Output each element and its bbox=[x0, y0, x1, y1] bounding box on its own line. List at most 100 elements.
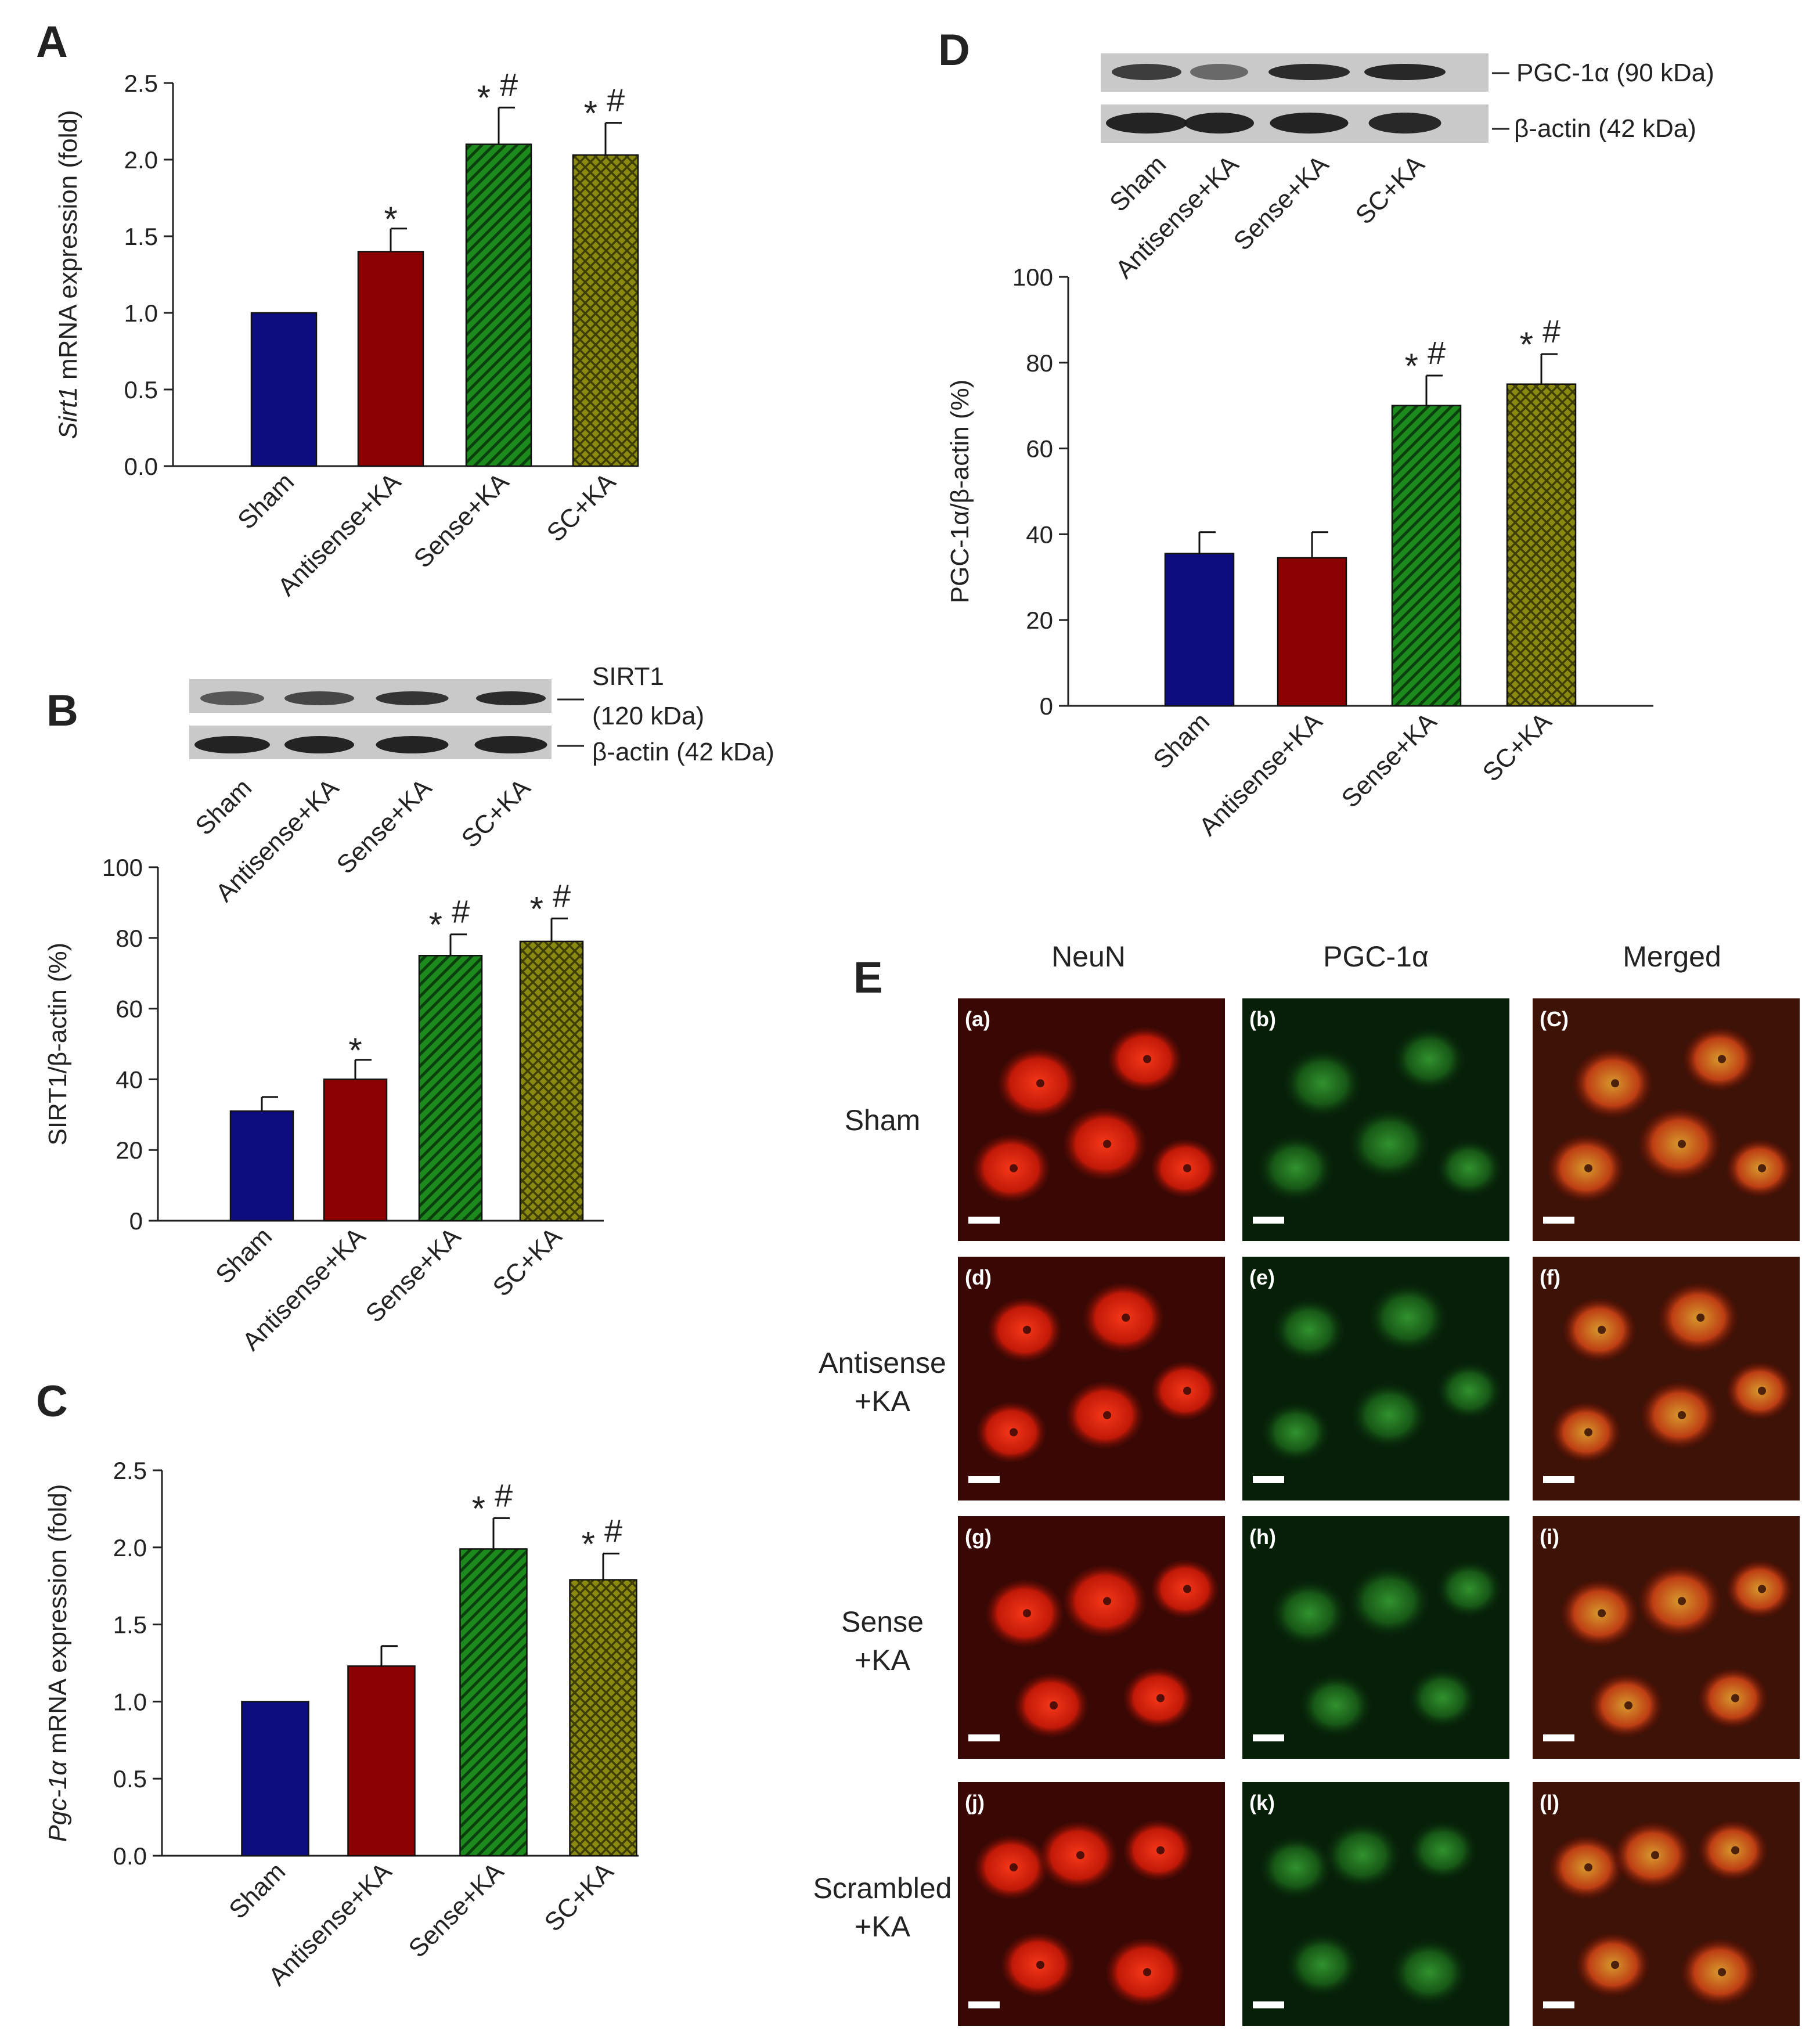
y-tick-label-c: 0.5 bbox=[113, 1765, 147, 1792]
significance-star-d-sense-ka: * bbox=[1405, 347, 1418, 385]
blot-band-b-1-2 bbox=[284, 691, 354, 705]
micrograph-k-cell-4 bbox=[1285, 1933, 1360, 1997]
y-tick-label-d: 20 bbox=[1026, 607, 1053, 634]
y-tick-label-d: 60 bbox=[1026, 435, 1053, 463]
significance-hash-c-sense-ka: # bbox=[495, 1477, 513, 1513]
micrograph-k-background bbox=[1242, 1782, 1509, 2026]
micrograph-label-j: (j) bbox=[965, 1791, 985, 1815]
micrograph-k-cell-5 bbox=[1390, 1938, 1468, 2006]
y-tick-label-c: 1.0 bbox=[113, 1688, 147, 1715]
micrograph-l: (l) bbox=[1533, 1782, 1800, 2026]
micrograph-c-nucleolus-4 bbox=[1678, 1139, 1686, 1148]
micrograph-label-l: (l) bbox=[1540, 1791, 1559, 1815]
micrograph-k: (k) bbox=[1242, 1782, 1509, 2026]
bar-c-sham bbox=[241, 1701, 309, 1857]
micrograph-h: (h) bbox=[1242, 1516, 1509, 1759]
blot-band-b-1-4 bbox=[476, 691, 546, 705]
micrograph-b-cell-1 bbox=[1282, 1048, 1363, 1119]
scale-bar-h bbox=[1253, 1734, 1284, 1741]
micrograph-h-cell-5 bbox=[1408, 1668, 1477, 1729]
panel-letter-b: B bbox=[46, 686, 78, 735]
y-tick-label-a: 2.0 bbox=[124, 146, 158, 174]
panel-letter-a: A bbox=[36, 17, 68, 67]
y-tick-label-b: 100 bbox=[102, 854, 143, 881]
immunofluorescence-panel: NeuN PGC-1α Merged Sham (a) (b) (C) Antisense +K… bbox=[813, 940, 1800, 2026]
column-header-pgc-1: PGC-1α bbox=[1323, 940, 1429, 973]
category-label-b-sc-ka: SC+KA bbox=[488, 1222, 568, 1302]
micrograph-i-nucleolus-2 bbox=[1678, 1597, 1686, 1606]
y-tick-label-a: 2.5 bbox=[124, 70, 158, 97]
y-tick-label-d: 0 bbox=[1040, 692, 1053, 720]
y-axis-label-c: Pgc-1α mRNA expression (fold) bbox=[44, 1484, 72, 1842]
scale-bar-e bbox=[1253, 1476, 1284, 1483]
micrograph-e-cell-1 bbox=[1272, 1298, 1346, 1362]
y-tick-label-a: 0.0 bbox=[124, 453, 158, 480]
significance-star-a-sc-ka: * bbox=[584, 94, 597, 133]
micrograph-a-nucleolus-5 bbox=[1183, 1164, 1191, 1173]
category-label-d-sense-ka: Sense+KA bbox=[1336, 707, 1443, 813]
micrograph-c-nucleolus-1 bbox=[1611, 1079, 1619, 1088]
y-tick-label-c: 2.0 bbox=[113, 1534, 147, 1561]
y-axis-label-b: SIRT1/β-actin (%) bbox=[44, 943, 72, 1146]
y-tick-label-c: 0.0 bbox=[113, 1842, 147, 1870]
blot-band-d-1-2 bbox=[1190, 64, 1248, 80]
blot-label-actin-b: β-actin (42 kDa) bbox=[592, 738, 774, 766]
significance-star-a-sense-ka: * bbox=[477, 78, 491, 117]
y-tick-label-c: 2.5 bbox=[113, 1457, 147, 1484]
micrograph-e: (e) bbox=[1242, 1257, 1509, 1500]
row-label-sham: Sham bbox=[845, 1104, 921, 1137]
micrograph-b-cell-4 bbox=[1347, 1108, 1431, 1180]
micrograph-j: (j) bbox=[958, 1782, 1225, 2026]
bar-b-sense-ka bbox=[418, 955, 483, 1222]
bar-b-sc-ka bbox=[519, 940, 584, 1222]
micrograph-l-nucleolus-4 bbox=[1611, 1961, 1619, 1969]
blot-band-b-2-2 bbox=[284, 736, 354, 753]
micrograph-i-nucleolus-1 bbox=[1598, 1609, 1606, 1618]
category-label-a-sense-ka: Sense+KA bbox=[409, 467, 515, 573]
micrograph-a: (a) bbox=[958, 998, 1225, 1241]
micrograph-l-nucleolus-3 bbox=[1731, 1846, 1739, 1855]
micrograph-c-nucleolus-5 bbox=[1758, 1164, 1766, 1173]
panel-letter-c: C bbox=[36, 1377, 68, 1426]
row-label-sense-suffix: +KA bbox=[855, 1644, 911, 1676]
micrograph-j-nucleolus-4 bbox=[1036, 1961, 1044, 1969]
category-label-b-sham: Sham bbox=[210, 1222, 277, 1289]
micrograph-l-background bbox=[1533, 1782, 1800, 2026]
micrograph-label-d: (d) bbox=[965, 1265, 992, 1289]
micrograph-b: (b) bbox=[1242, 998, 1509, 1241]
micrograph-g: (g) bbox=[958, 1516, 1225, 1759]
micrograph-k-cell-2 bbox=[1324, 1821, 1401, 1889]
micrograph-k-cell-3 bbox=[1408, 1820, 1477, 1881]
row-label-scrambled-suffix: +KA bbox=[855, 1910, 911, 1943]
micrograph-e-cell-4 bbox=[1350, 1381, 1428, 1449]
bar-d-antisense-ka bbox=[1277, 557, 1347, 707]
blot-lane-label-d-sense-ka: Sense+KA bbox=[1228, 150, 1335, 256]
scale-bar-k bbox=[1253, 2001, 1284, 2008]
micrograph-c: (C) bbox=[1533, 998, 1800, 1241]
micrograph-d-nucleolus-3 bbox=[1010, 1428, 1018, 1437]
row-label-antisense: Antisense bbox=[819, 1347, 946, 1379]
significance-hash-b-sc-ka: # bbox=[553, 877, 571, 914]
micrograph-f-nucleolus-1 bbox=[1598, 1326, 1606, 1334]
row-label-antisense-suffix: +KA bbox=[855, 1385, 911, 1417]
bar-a-sense-ka bbox=[465, 143, 532, 467]
micrograph-e-cell-2 bbox=[1368, 1283, 1448, 1352]
category-label-a-sham: Sham bbox=[232, 467, 300, 535]
bar-b-sham bbox=[229, 1110, 294, 1222]
category-label-d-sham: Sham bbox=[1148, 707, 1215, 774]
micrograph-f-nucleolus-2 bbox=[1696, 1314, 1705, 1322]
micrograph-label-g: (g) bbox=[965, 1525, 992, 1549]
micrograph-d-nucleolus-4 bbox=[1103, 1411, 1111, 1419]
micrograph-i-nucleolus-4 bbox=[1624, 1701, 1632, 1710]
y-tick-label-d: 80 bbox=[1026, 349, 1053, 377]
panel-letter-e: E bbox=[853, 953, 883, 1002]
blot-label-sirt1: SIRT1 bbox=[592, 662, 664, 691]
micrograph-b-cell-3 bbox=[1257, 1134, 1335, 1202]
blot-band-b-2-3 bbox=[376, 736, 449, 753]
blot-label-sirt1-kda: (120 kDa) bbox=[592, 702, 704, 730]
blot-lane-label-d-sc-ka: SC+KA bbox=[1350, 150, 1430, 230]
blot-band-d-2-2 bbox=[1184, 113, 1254, 134]
category-label-c-sc-ka: SC+KA bbox=[539, 1857, 619, 1937]
